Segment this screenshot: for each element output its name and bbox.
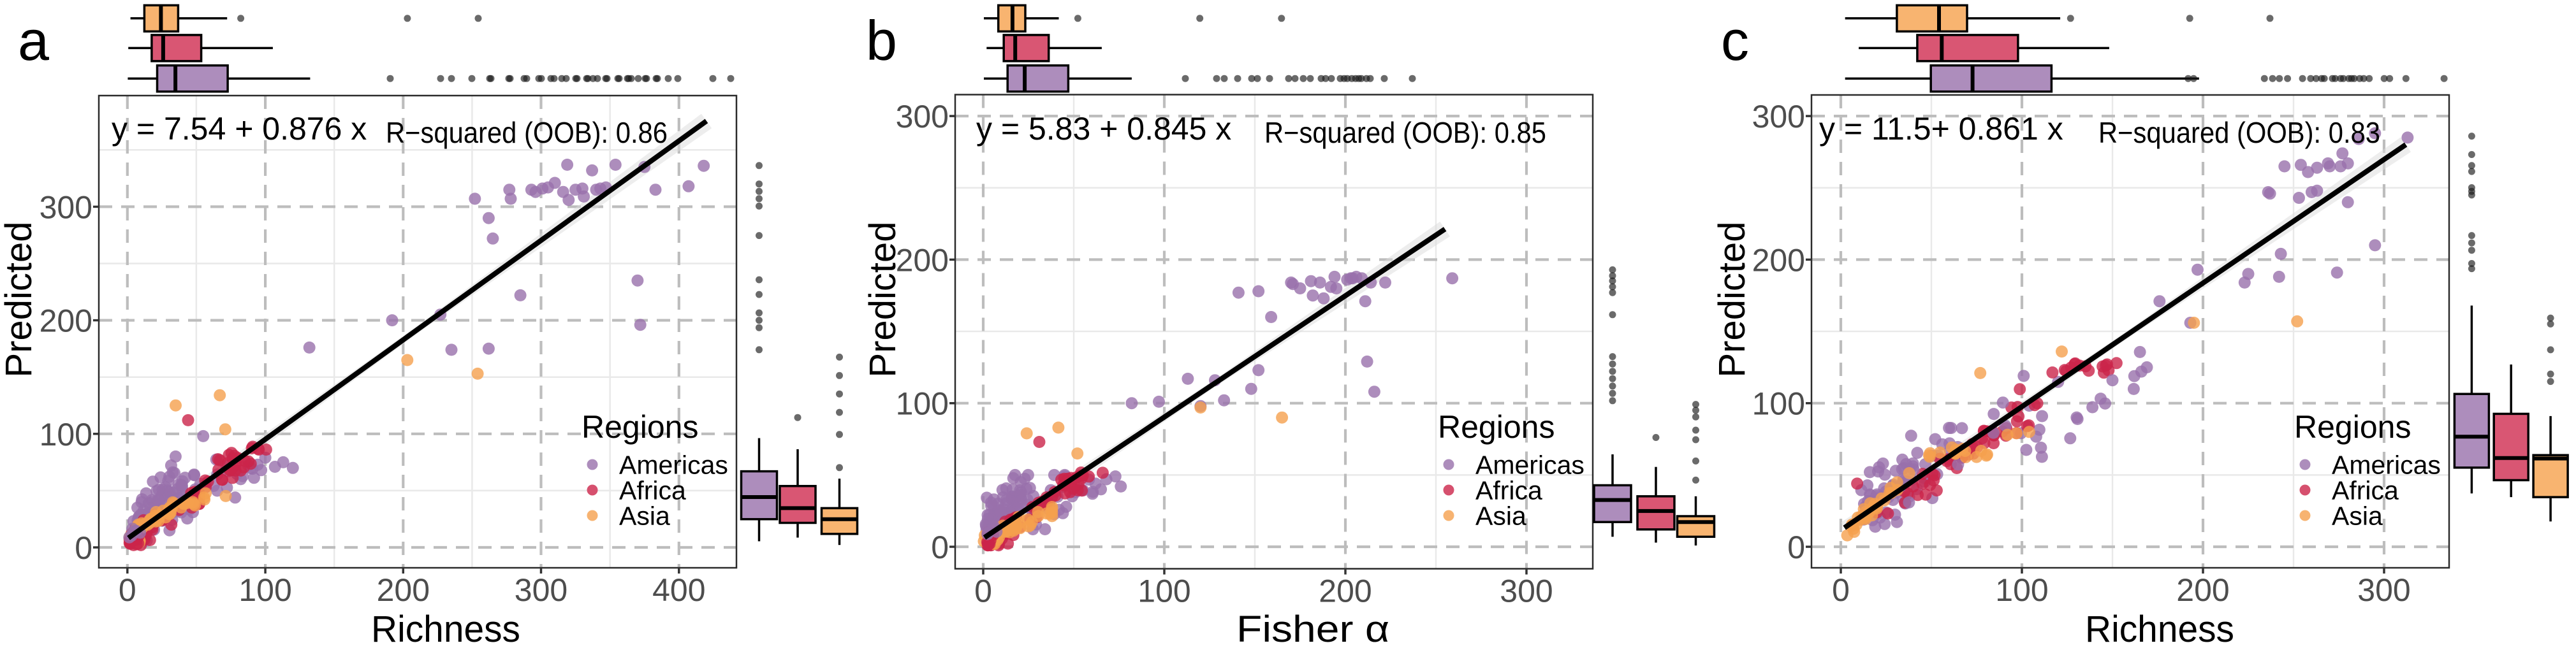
svg-text:0: 0 (1832, 572, 1850, 608)
svg-text:R−squared (OOB): 0.85: R−squared (OOB): 0.85 (1264, 116, 1546, 149)
svg-text:300: 300 (2357, 572, 2410, 608)
svg-text:Africa: Africa (1475, 476, 1542, 505)
svg-text:300: 300 (1500, 574, 1553, 609)
svg-text:Regions: Regions (582, 409, 698, 445)
svg-text:100: 100 (1995, 572, 2048, 608)
svg-text:100: 100 (40, 417, 92, 452)
svg-text:Africa: Africa (619, 476, 686, 505)
svg-text:200: 200 (40, 303, 92, 339)
svg-text:0: 0 (1787, 530, 1805, 565)
svg-text:a: a (18, 9, 49, 72)
svg-text:100: 100 (1138, 574, 1190, 609)
svg-text:Asia: Asia (619, 502, 670, 531)
svg-text:Predicted: Predicted (0, 221, 40, 377)
svg-text:R−squared (OOB): 0.83: R−squared (OOB): 0.83 (2098, 116, 2380, 149)
svg-text:300: 300 (1752, 99, 1805, 134)
svg-text:0: 0 (974, 574, 992, 609)
svg-text:0: 0 (931, 530, 949, 565)
svg-text:Asia: Asia (2332, 502, 2383, 531)
svg-text:Americas: Americas (1475, 451, 1584, 480)
svg-text:Asia: Asia (1475, 502, 1526, 531)
svg-text:300: 300 (40, 189, 92, 225)
svg-text:Fisher α: Fisher α (1236, 609, 1389, 650)
svg-text:0: 0 (119, 572, 136, 608)
svg-text:R−squared (OOB): 0.86: R−squared (OOB): 0.86 (386, 116, 668, 149)
svg-text:Regions: Regions (2294, 409, 2411, 445)
svg-text:Americas: Americas (619, 451, 728, 480)
svg-text:Americas: Americas (2332, 451, 2441, 480)
svg-text:b: b (866, 9, 897, 72)
svg-text:Richness: Richness (371, 609, 520, 650)
svg-text:200: 200 (377, 572, 430, 608)
svg-text:100: 100 (1752, 386, 1805, 422)
svg-text:Richness: Richness (2085, 609, 2234, 650)
svg-text:400: 400 (652, 572, 705, 608)
svg-text:200: 200 (1752, 242, 1805, 278)
svg-text:Regions: Regions (1438, 409, 1555, 445)
svg-text:200: 200 (2176, 572, 2229, 608)
svg-text:Predicted: Predicted (862, 221, 904, 377)
svg-text:200: 200 (1319, 574, 1372, 609)
svg-text:y = 5.83 + 0.845 x: y = 5.83 + 0.845 x (976, 111, 1231, 147)
svg-text:100: 100 (896, 386, 949, 422)
svg-text:y = 11.5+ 0.861 x: y = 11.5+ 0.861 x (1819, 111, 2063, 147)
svg-text:Predicted: Predicted (1711, 221, 1753, 377)
svg-text:Africa: Africa (2332, 476, 2399, 505)
svg-text:300: 300 (896, 99, 949, 134)
svg-text:y = 7.54 + 0.876 x: y = 7.54 + 0.876 x (112, 111, 367, 147)
svg-text:c: c (1721, 9, 1749, 72)
svg-text:0: 0 (75, 530, 92, 566)
svg-text:300: 300 (515, 572, 567, 608)
svg-text:200: 200 (896, 242, 949, 278)
svg-text:100: 100 (238, 572, 291, 608)
